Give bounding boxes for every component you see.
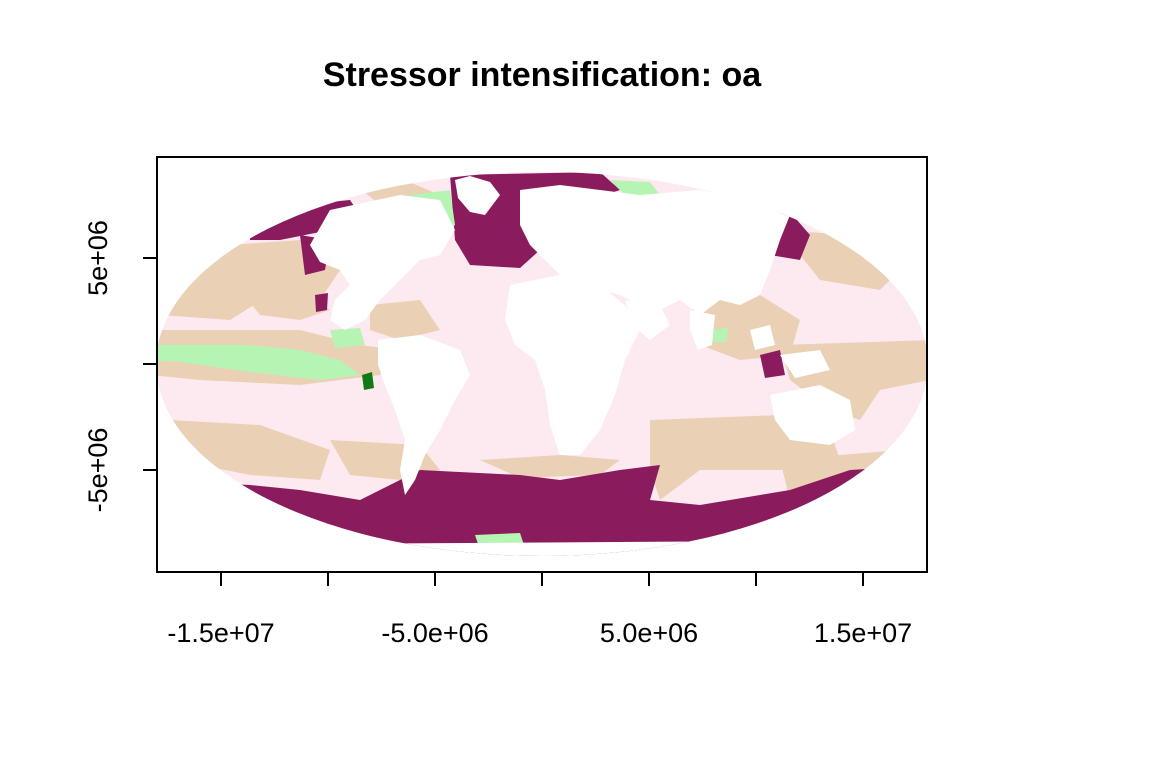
x-axis: -1.5e+07 -5.0e+06 5.0e+06 1.5e+07 [167, 571, 912, 648]
x-tick-label: -1.5e+07 [167, 618, 274, 648]
plot-title: Stressor intensification: oa [322, 56, 762, 94]
dark-green-regions [362, 372, 374, 390]
x-tick-label: -5.0e+06 [381, 618, 488, 648]
x-tick-label: 5.0e+06 [600, 618, 698, 648]
world-map [156, 172, 928, 556]
y-tick-label: 5e+06 [83, 220, 113, 296]
y-tick-label: -5e+06 [83, 428, 113, 513]
x-tick-label: 1.5e+07 [814, 618, 912, 648]
y-axis: 5e+06 -5e+06 [83, 220, 158, 513]
